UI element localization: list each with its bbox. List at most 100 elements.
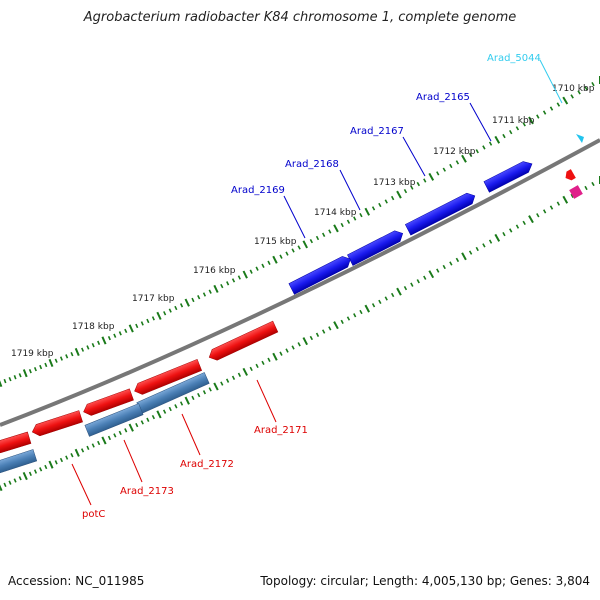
- minor-tick: [455, 160, 460, 165]
- minor-tick: [346, 219, 351, 224]
- minor-tick: [359, 213, 363, 218]
- gene-label-arad-2168[interactable]: Arad_2168: [285, 159, 339, 170]
- minor-tick: [346, 316, 351, 321]
- tick-label-1717: 1717 kbp: [132, 294, 175, 304]
- minor-tick: [455, 257, 460, 263]
- minor-tick: [285, 348, 289, 353]
- minor-tick: [107, 335, 111, 341]
- minor-tick: [522, 220, 526, 225]
- minor-tick: [442, 167, 446, 172]
- major-tick: [333, 224, 339, 233]
- major-tick: [494, 135, 501, 144]
- major-tick: [101, 336, 107, 345]
- minor-tick: [59, 356, 63, 361]
- minor-tick: [556, 102, 561, 107]
- minor-tick: [570, 193, 574, 198]
- minor-tick: [542, 110, 547, 115]
- minor-tick: [591, 82, 595, 87]
- major-tick: [213, 284, 219, 293]
- major-tick: [461, 154, 467, 163]
- gene-arad-2168[interactable]: [347, 228, 405, 266]
- minor-tick: [3, 482, 7, 488]
- minor-tick: [249, 366, 253, 372]
- minor-tick: [91, 443, 95, 448]
- gene-steel-2[interactable]: [84, 403, 144, 437]
- gene-arad-2167[interactable]: [404, 190, 477, 236]
- major-tick: [156, 311, 162, 320]
- minor-tick: [384, 296, 388, 301]
- major-tick: [272, 255, 278, 264]
- minor-tick: [410, 282, 414, 287]
- gene-small-red[interactable]: [563, 169, 576, 182]
- gene-arad-2171[interactable]: [207, 320, 279, 363]
- gene-arad-2172[interactable]: [132, 359, 203, 396]
- gene-red-edge[interactable]: [0, 431, 32, 455]
- gene-arad-5044[interactable]: [576, 134, 584, 143]
- major-tick: [242, 270, 248, 279]
- tick-labels: 1710 kbp 1711 kbp 1712 kbp 1713 kbp 1714…: [11, 84, 595, 359]
- gene-label-potc[interactable]: potC: [82, 509, 105, 520]
- minor-tick: [202, 292, 207, 297]
- minor-tick: [162, 409, 167, 414]
- minor-tick: [488, 239, 493, 244]
- gene-label-arad-2167[interactable]: Arad_2167: [350, 126, 404, 137]
- gene-arad-2165[interactable]: [483, 158, 535, 193]
- gene-label-arad-2169[interactable]: Arad_2169: [231, 185, 285, 196]
- major-tick: [428, 172, 435, 181]
- minor-tick: [509, 228, 513, 233]
- minor-tick: [475, 149, 479, 154]
- minor-tick: [549, 106, 554, 111]
- minor-tick: [279, 254, 283, 259]
- major-tick: [302, 337, 308, 346]
- minor-tick: [33, 366, 37, 372]
- minor-tick: [91, 342, 95, 348]
- major-tick: [22, 369, 28, 378]
- minor-tick: [124, 328, 128, 334]
- major-tick: [0, 484, 3, 492]
- gene-small-magenta[interactable]: [569, 185, 583, 199]
- map-title: Agrobacterium radiobacter K84 chromosome…: [83, 10, 517, 25]
- major-tick: [0, 380, 3, 388]
- gene-steel-3[interactable]: [0, 449, 38, 476]
- minor-tick: [488, 141, 493, 146]
- gene-label-arad-2171[interactable]: Arad_2171: [254, 425, 308, 436]
- major-tick: [364, 304, 370, 313]
- gene-label-arad-2173[interactable]: Arad_2173: [120, 486, 174, 497]
- minor-tick: [140, 321, 144, 326]
- major-tick: [428, 270, 435, 279]
- minor-tick: [285, 251, 289, 256]
- gene-arad-2169[interactable]: [288, 254, 353, 295]
- major-tick: [48, 460, 54, 469]
- minor-tick: [54, 358, 58, 363]
- gene-arad-2173[interactable]: [82, 388, 134, 418]
- minor-tick: [124, 428, 128, 433]
- minor-tick: [340, 319, 344, 324]
- minor-tick: [208, 387, 212, 392]
- minor-tick: [118, 331, 122, 336]
- major-tick: [461, 252, 467, 261]
- minor-tick: [378, 299, 382, 304]
- reverse-strand-genes: [0, 169, 583, 476]
- minor-tick: [328, 229, 332, 234]
- minor-tick: [468, 250, 473, 255]
- gene-label-arad-2172[interactable]: Arad_2172: [180, 459, 234, 470]
- minor-tick: [70, 351, 74, 357]
- minor-tick: [378, 202, 382, 208]
- gene-label-arad-5044[interactable]: Arad_5044: [487, 53, 541, 64]
- minor-tick: [291, 248, 295, 253]
- major-tick: [302, 240, 308, 249]
- minor-tick: [13, 478, 17, 483]
- minor-tick: [371, 206, 376, 211]
- minor-tick: [468, 152, 473, 158]
- major-tick: [396, 190, 402, 199]
- minor-tick: [297, 342, 301, 347]
- gene-label-arad-2165[interactable]: Arad_2165: [416, 92, 470, 103]
- minor-tick: [28, 471, 32, 477]
- minor-tick: [220, 283, 224, 289]
- minor-tick: [39, 364, 43, 370]
- minor-tick: [197, 392, 201, 398]
- minor-tick: [353, 216, 357, 221]
- minor-tick: [416, 279, 420, 284]
- major-tick: [128, 423, 134, 432]
- gene-potc[interactable]: [30, 410, 83, 438]
